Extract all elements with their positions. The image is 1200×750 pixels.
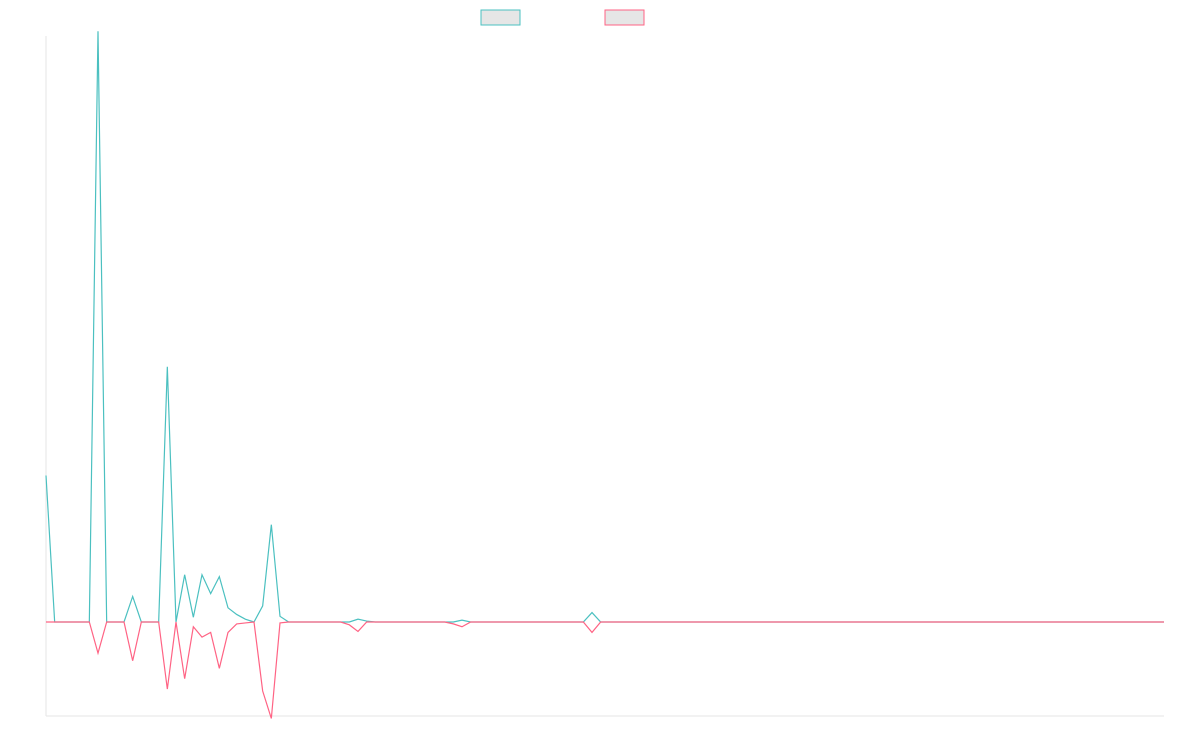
legend xyxy=(480,9,645,26)
series-line-positive xyxy=(45,31,1164,623)
series-line-negative xyxy=(46,621,1164,719)
series-layer xyxy=(45,31,1164,719)
legend-swatch-series-2[interactable] xyxy=(604,9,645,26)
axes xyxy=(45,36,1164,717)
legend-swatch-series-1[interactable] xyxy=(480,9,521,26)
